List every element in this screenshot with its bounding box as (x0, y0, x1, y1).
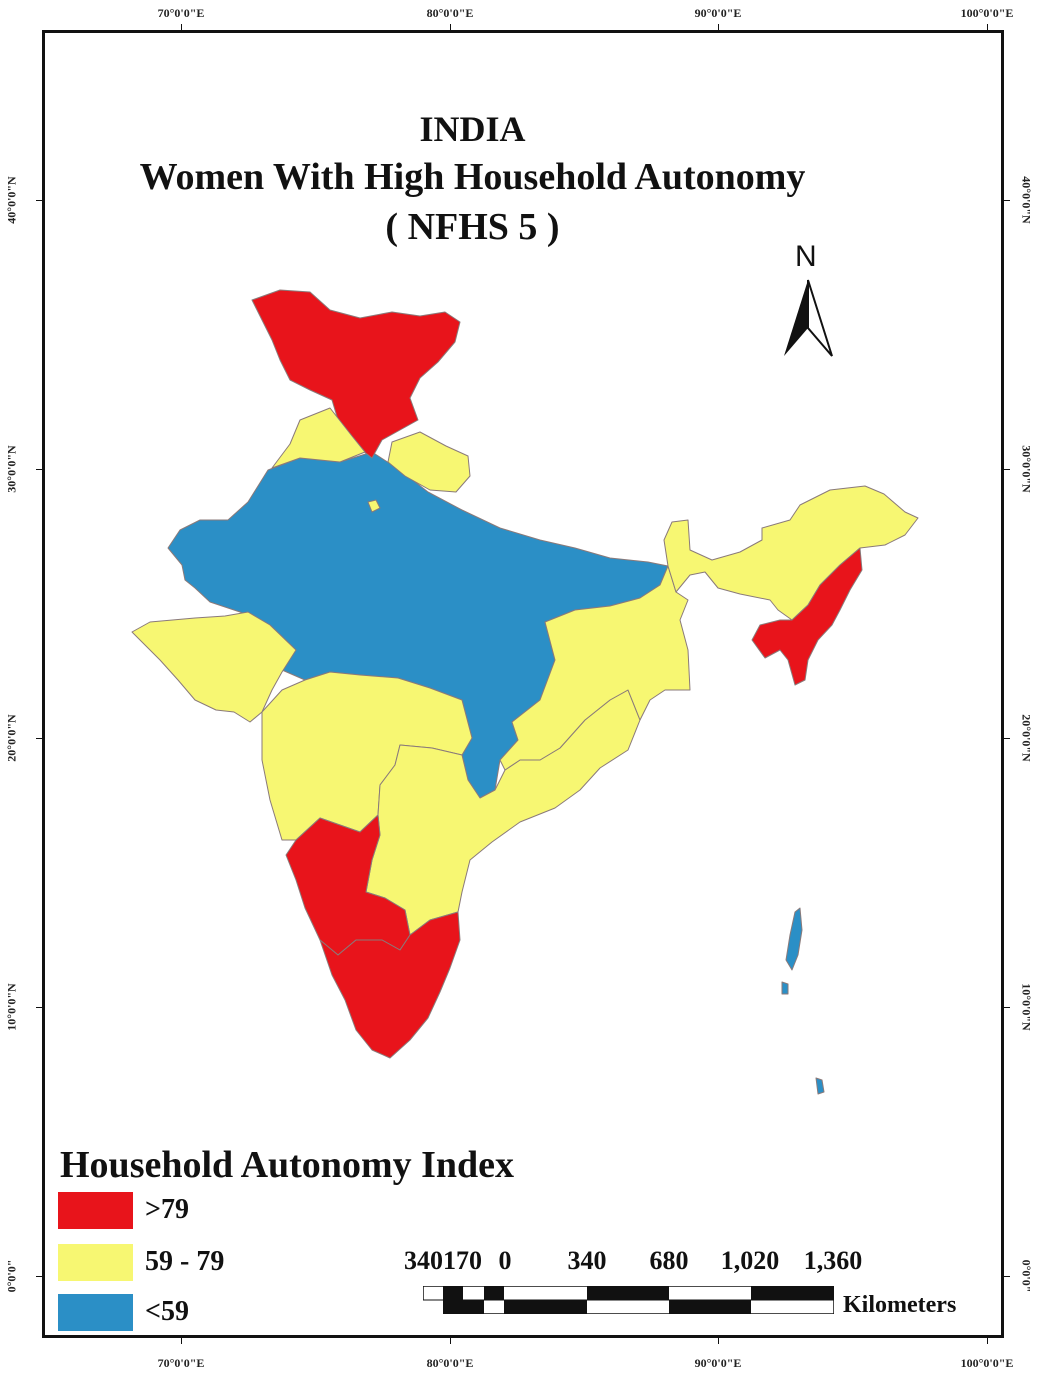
lon-label: 80°0'0"E (426, 1356, 474, 1370)
tick (718, 24, 719, 30)
lon-label: 100°0'0"E (960, 1356, 1014, 1370)
tick (718, 1338, 719, 1344)
legend-swatch-low (58, 1294, 133, 1331)
lon-label: 100°0'0"E (960, 6, 1014, 20)
region-medium-gujarat (131, 611, 297, 723)
map-frame (42, 30, 1004, 1338)
map-title: INDIA (419, 109, 526, 149)
scale-label: 1,020 (720, 1246, 780, 1275)
lon-label: 70°0'0"E (157, 1356, 205, 1370)
tick (36, 738, 42, 739)
legend-swatch-high (58, 1192, 133, 1229)
region-low-islands (785, 907, 803, 971)
legend-swatch-medium (58, 1244, 133, 1281)
region-medium-delhi (367, 499, 381, 513)
region-low-islands-mid (781, 981, 789, 995)
tick (1004, 738, 1010, 739)
legend-label-medium: 59 - 79 (145, 1246, 225, 1277)
region-high-north (251, 289, 461, 459)
tick (987, 24, 988, 30)
scale-label: 340 (567, 1246, 607, 1275)
tick (36, 1276, 42, 1277)
scale-bar (423, 1286, 834, 1314)
region-low-islands-south (815, 1077, 825, 1095)
region-medium-northeast (663, 485, 919, 621)
tick (181, 1338, 182, 1344)
lon-label: 80°0'0"E (426, 6, 474, 20)
tick (1004, 1276, 1010, 1277)
region-medium-uttarakhand (387, 431, 471, 493)
tick (181, 24, 182, 30)
tick (36, 469, 42, 470)
legend-label-high: >79 (145, 1194, 189, 1225)
region-medium-east (499, 565, 691, 771)
scale-unit: Kilometers (843, 1292, 957, 1318)
north-label: N (795, 240, 817, 273)
scale-label: 340170 (404, 1246, 482, 1275)
lon-label: 90°0'0"E (694, 6, 742, 20)
scale-label: 0 (498, 1246, 512, 1275)
region-high-south (319, 911, 461, 1059)
tick (1004, 200, 1010, 201)
scale-label: 680 (649, 1246, 689, 1275)
tick (1004, 1007, 1010, 1008)
tick (1004, 469, 1010, 470)
map-source: ( NFHS 5 ) (385, 206, 560, 248)
lon-label: 90°0'0"E (694, 1356, 742, 1370)
scale-label: 1,360 (803, 1246, 863, 1275)
tick (36, 200, 42, 201)
tick (36, 1007, 42, 1008)
tick (450, 1338, 451, 1344)
region-high-northeast (751, 547, 863, 686)
tick (450, 24, 451, 30)
region-medium-punjab (271, 407, 366, 469)
lon-label: 70°0'0"E (157, 6, 205, 20)
tick (987, 1338, 988, 1344)
north-arrow-icon (784, 279, 833, 357)
map-subtitle: Women With High Household Autonomy (139, 156, 806, 198)
legend-label-low: <59 (145, 1296, 189, 1327)
legend-title: Household Autonomy Index (60, 1144, 515, 1186)
